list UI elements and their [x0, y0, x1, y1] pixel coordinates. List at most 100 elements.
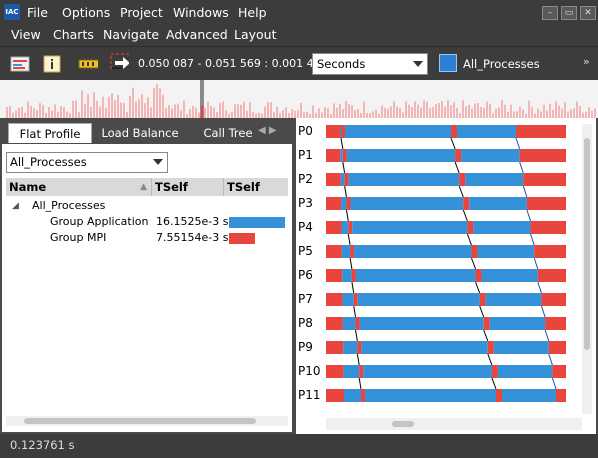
timeline-canvas[interactable]: P0 P1 P2 P3 P4 P5 P6 P7 P8 P9 P10 P11 — [296, 118, 582, 416]
process-group-label[interactable]: All_Processes — [463, 57, 540, 71]
mpi-segment[interactable] — [552, 365, 566, 378]
column-header-tself[interactable]: TSelf — [152, 178, 224, 196]
mpi-segment[interactable] — [545, 317, 566, 330]
export-icon[interactable] — [109, 51, 129, 69]
application-segment[interactable] — [502, 389, 556, 402]
process-label[interactable]: P5 — [298, 244, 313, 258]
scrollbar-thumb[interactable] — [392, 421, 414, 427]
menu-help[interactable]: Help — [238, 5, 267, 20]
mpi-segment[interactable] — [519, 149, 566, 162]
mpi-segment[interactable] — [463, 197, 470, 210]
process-label[interactable]: P10 — [298, 364, 321, 378]
mpi-segment[interactable] — [353, 293, 358, 306]
application-segment[interactable] — [469, 197, 527, 210]
application-segment[interactable] — [343, 341, 358, 354]
mpi-segment[interactable] — [361, 389, 365, 402]
mpi-segment[interactable] — [350, 245, 355, 258]
process-label[interactable]: P4 — [298, 220, 313, 234]
application-segment[interactable] — [341, 197, 347, 210]
process-label[interactable]: P3 — [298, 196, 313, 210]
mpi-segment[interactable] — [326, 125, 340, 138]
nav-layout[interactable]: Layout — [234, 27, 277, 42]
application-segment[interactable] — [457, 125, 516, 138]
process-group-icon[interactable] — [439, 54, 457, 72]
application-segment[interactable] — [342, 317, 356, 330]
mpi-segment[interactable] — [455, 149, 462, 162]
mpi-segment[interactable] — [326, 293, 343, 306]
mpi-segment[interactable] — [556, 389, 566, 402]
mpi-segment[interactable] — [541, 293, 566, 306]
application-segment[interactable] — [341, 221, 349, 234]
mpi-segment[interactable] — [326, 197, 342, 210]
mpi-segment[interactable] — [467, 221, 474, 234]
application-segment[interactable] — [465, 173, 524, 186]
trace-icon[interactable] — [78, 55, 98, 73]
time-units-select[interactable]: Seconds — [312, 53, 428, 75]
mpi-segment[interactable] — [523, 173, 566, 186]
tab-call-tree[interactable]: Call Tree — [203, 126, 253, 140]
menu-windows[interactable]: Windows — [173, 5, 229, 20]
profile-horizontal-scrollbar[interactable] — [6, 416, 288, 426]
application-segment[interactable] — [341, 245, 351, 258]
mpi-segment[interactable] — [451, 125, 457, 138]
application-segment[interactable] — [473, 221, 531, 234]
mpi-segment[interactable] — [326, 221, 342, 234]
mpi-segment[interactable] — [487, 341, 494, 354]
tab-scroll-arrows-icon[interactable]: ◀ ▶ — [258, 125, 277, 136]
mpi-segment[interactable] — [326, 245, 342, 258]
application-segment[interactable] — [481, 269, 538, 282]
application-segment[interactable] — [461, 149, 520, 162]
application-segment[interactable] — [345, 125, 451, 138]
mpi-segment[interactable] — [342, 149, 347, 162]
column-header-name[interactable]: Name ▲ — [6, 178, 152, 196]
tree-root-label[interactable]: All_Processes — [32, 199, 106, 212]
mpi-segment[interactable] — [351, 269, 356, 282]
mpi-segment[interactable] — [548, 341, 566, 354]
application-segment[interactable] — [485, 293, 542, 306]
application-segment[interactable] — [346, 149, 456, 162]
mpi-segment[interactable] — [326, 317, 343, 330]
nav-charts[interactable]: Charts — [53, 27, 94, 42]
mpi-segment[interactable] — [344, 173, 349, 186]
nav-navigate[interactable]: Navigate — [103, 27, 160, 42]
mpi-segment[interactable] — [357, 341, 362, 354]
mpi-segment[interactable] — [475, 269, 482, 282]
application-segment[interactable] — [359, 317, 484, 330]
application-segment[interactable] — [357, 293, 480, 306]
tab-load-balance[interactable]: Load Balance — [101, 126, 179, 140]
application-segment[interactable] — [355, 269, 476, 282]
close-button[interactable]: ✕ — [580, 6, 596, 20]
mpi-segment[interactable] — [359, 365, 364, 378]
menu-options[interactable]: Options — [62, 5, 111, 20]
menu-file[interactable]: File — [27, 5, 48, 20]
application-segment[interactable] — [354, 245, 472, 258]
mpi-segment[interactable] — [459, 173, 466, 186]
minimize-button[interactable]: – — [542, 6, 558, 20]
application-segment[interactable] — [343, 365, 360, 378]
application-segment[interactable] — [493, 341, 549, 354]
timeline-vertical-scrollbar[interactable] — [582, 124, 592, 414]
application-segment[interactable] — [477, 245, 535, 258]
mpi-segment[interactable] — [537, 269, 566, 282]
process-label[interactable]: P9 — [298, 340, 313, 354]
restore-button[interactable]: ▭ — [561, 6, 577, 20]
mpi-segment[interactable] — [326, 269, 343, 282]
mpi-segment[interactable] — [471, 245, 478, 258]
process-label[interactable]: P8 — [298, 316, 313, 330]
mpi-segment[interactable] — [346, 197, 351, 210]
tree-expand-toggle-icon[interactable]: ◢ — [12, 201, 19, 211]
info-icon[interactable] — [42, 55, 62, 73]
application-segment[interactable] — [340, 173, 345, 186]
overview-cursor[interactable] — [200, 80, 204, 118]
mpi-segment[interactable] — [326, 389, 344, 402]
application-segment[interactable] — [348, 173, 460, 186]
app-icon[interactable]: IAC — [4, 4, 20, 20]
application-segment[interactable] — [361, 341, 488, 354]
application-segment[interactable] — [344, 389, 361, 402]
mpi-segment[interactable] — [341, 125, 345, 138]
mpi-segment[interactable] — [326, 149, 341, 162]
application-segment[interactable] — [363, 365, 492, 378]
event-timeline[interactable]: P0 P1 P2 P3 P4 P5 P6 P7 P8 P9 P10 P11 — [296, 118, 596, 434]
mpi-segment[interactable] — [479, 293, 486, 306]
application-segment[interactable] — [365, 389, 496, 402]
